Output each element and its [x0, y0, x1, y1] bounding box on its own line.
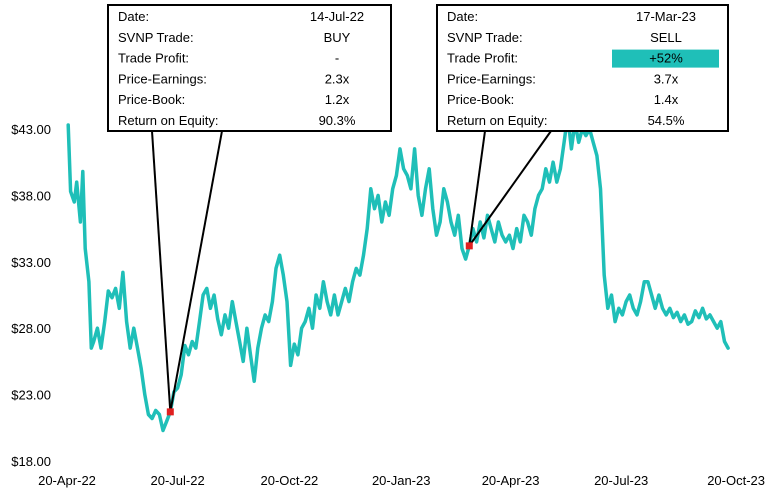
trade-marker [465, 242, 473, 250]
callout-pointer-line [151, 130, 172, 412]
callout-row-label: SVNP Trade: [447, 30, 523, 45]
callout-row-label: SVNP Trade: [118, 30, 194, 45]
callout-box [436, 4, 729, 132]
callout-row-value: 90.3% [319, 113, 356, 128]
callout-row-value: 17-Mar-23 [636, 9, 696, 24]
x-tick-label: 20-Jul-23 [594, 473, 648, 488]
callout-row-value: 1.2x [325, 92, 350, 107]
marker-layer [166, 242, 473, 416]
x-tick-label: 20-Jul-22 [150, 473, 204, 488]
x-tick-label: 20-Oct-23 [707, 473, 765, 488]
x-tick-label: 20-Jan-23 [372, 473, 431, 488]
trade-callout: Date: 17-Mar-23 SVNP Trade: SELL Trade Profi… [436, 4, 729, 247]
y-tick-label: $33.00 [11, 255, 51, 270]
profit-highlight [612, 49, 719, 68]
callout-row-value: 1.4x [654, 92, 679, 107]
callout-row-value: BUY [324, 30, 351, 45]
y-tick-label: $23.00 [11, 388, 51, 403]
callout-pointer-line [169, 130, 223, 413]
callout-box [107, 4, 392, 132]
callout-layer: Date: 14-Jul-22 SVNP Trade: BUY Trade Profit… [107, 4, 729, 413]
x-tick-label: 20-Apr-23 [482, 473, 540, 488]
series-layer [66, 113, 730, 433]
callout-row-value: +52% [649, 51, 683, 66]
x-tick-label: 20-Oct-22 [260, 473, 318, 488]
callout-row-label: Price-Earnings: [447, 71, 536, 86]
trade-marker [166, 408, 174, 416]
callout-row-value: 54.5% [648, 113, 685, 128]
callout-row-label: Return on Equity: [447, 113, 547, 128]
callout-row-label: Trade Profit: [447, 51, 518, 66]
x-tick-label: 20-Apr-22 [38, 473, 96, 488]
callout-row-label: Price-Earnings: [118, 71, 207, 86]
callout-pointer-line [468, 130, 552, 247]
y-tick-label: $38.00 [11, 188, 51, 203]
x-axis: 20-Apr-22 20-Jul-22 20-Oct-22 20-Jan-23 20-A… [38, 473, 765, 488]
trade-callout: Date: 14-Jul-22 SVNP Trade: BUY Trade Profit… [107, 4, 392, 413]
callout-row-label: Price-Book: [118, 92, 185, 107]
callout-pointer-line [468, 130, 486, 246]
y-tick-label: $18.00 [11, 454, 51, 469]
callout-row-value: 3.7x [654, 71, 679, 86]
y-tick-label: $28.00 [11, 321, 51, 336]
callout-row-label: Price-Book: [447, 92, 514, 107]
y-tick-label: $43.00 [11, 122, 51, 137]
callout-row-label: Return on Equity: [118, 113, 218, 128]
callout-row-value: SELL [650, 30, 682, 45]
callout-row-value: 14-Jul-22 [310, 9, 364, 24]
callout-row-value: - [335, 51, 339, 66]
y-axis: $43.00 $38.00 $33.00 $28.00 $23.00 $18.00 [11, 122, 51, 469]
price-series-line [66, 113, 730, 433]
callout-row-label: Date: [447, 9, 478, 24]
callout-row-label: Trade Profit: [118, 51, 189, 66]
callout-row-label: Date: [118, 9, 149, 24]
callout-row-value: 2.3x [325, 71, 350, 86]
